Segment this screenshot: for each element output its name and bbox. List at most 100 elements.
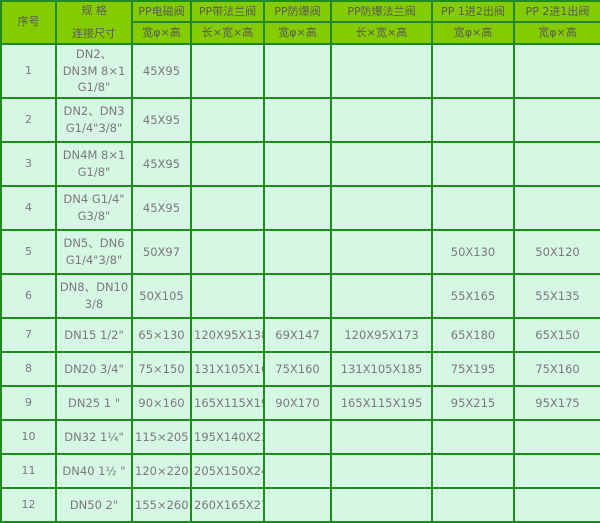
cell-in1out2: 55X165 bbox=[431, 272, 515, 319]
table-row: 7 DN15 1/2" 65×130 120X95X138 69X147 120X95X1… bbox=[0, 316, 600, 353]
cell-index: 6 bbox=[0, 272, 57, 319]
cell-in1out2 bbox=[431, 418, 515, 455]
cell-index: 12 bbox=[0, 486, 57, 523]
cell-in2out1: 75X160 bbox=[513, 350, 600, 387]
cell-spec: DN8、DN10 3/8 bbox=[55, 272, 133, 319]
header-group-solenoid: PP电磁阀 bbox=[131, 0, 192, 24]
cell-spec: DN4M 8×1 G1/8" bbox=[55, 140, 133, 187]
cell-in1out2: 75X195 bbox=[431, 350, 515, 387]
header-sub-in2out1: 宽φ×高 bbox=[513, 21, 600, 45]
cell-explosion-flange: 131X105X185 bbox=[330, 350, 433, 387]
cell-spec: DN2、DN3 G1/4"3/8" bbox=[55, 96, 133, 143]
cell-solenoid: 45X95 bbox=[131, 184, 192, 231]
cell-solenoid: 155×260 bbox=[131, 486, 192, 523]
cell-solenoid: 50X105 bbox=[131, 272, 192, 319]
cell-solenoid: 50X97 bbox=[131, 228, 192, 275]
cell-explosion bbox=[263, 418, 332, 455]
table-row: 6 DN8、DN10 3/8 50X105 55X165 55X135 bbox=[0, 272, 600, 319]
cell-in2out1 bbox=[513, 418, 600, 455]
header-group-in1out2: PP 1进2出阀 bbox=[431, 0, 515, 24]
header-sub-explosion-flange: 长×宽×高 bbox=[330, 21, 433, 45]
cell-flange bbox=[190, 184, 265, 231]
header-sub-flange: 长×宽×高 bbox=[190, 21, 265, 45]
cell-flange: 195X140X230 bbox=[190, 418, 265, 455]
cell-index: 8 bbox=[0, 350, 57, 387]
cell-index: 4 bbox=[0, 184, 57, 231]
cell-spec: DN20 3/4" bbox=[55, 350, 133, 387]
cell-explosion-flange bbox=[330, 228, 433, 275]
cell-explosion bbox=[263, 96, 332, 143]
cell-index: 1 bbox=[0, 42, 57, 99]
cell-in2out1 bbox=[513, 486, 600, 523]
cell-in1out2 bbox=[431, 184, 515, 231]
cell-explosion-flange bbox=[330, 272, 433, 319]
cell-solenoid: 75×150 bbox=[131, 350, 192, 387]
cell-explosion bbox=[263, 228, 332, 275]
cell-explosion bbox=[263, 42, 332, 99]
cell-explosion: 69X147 bbox=[263, 316, 332, 353]
cell-in2out1 bbox=[513, 140, 600, 187]
cell-explosion bbox=[263, 272, 332, 319]
header-sub-solenoid: 宽φ×高 bbox=[131, 21, 192, 45]
table-header: 序号 规 格 连接尺寸 PP电磁阀 PP带法兰阀 PP防爆阀 PP防爆法兰阀 P… bbox=[0, 0, 600, 45]
cell-index: 3 bbox=[0, 140, 57, 187]
cell-explosion-flange bbox=[330, 140, 433, 187]
cell-spec: DN4 G1/4" G3/8" bbox=[55, 184, 133, 231]
cell-in2out1: 65X150 bbox=[513, 316, 600, 353]
header-row-sub: 宽φ×高 长×宽×高 宽φ×高 长×宽×高 宽φ×高 宽φ×高 bbox=[1, 21, 600, 45]
cell-solenoid: 120×220 bbox=[131, 452, 192, 489]
cell-flange bbox=[190, 272, 265, 319]
header-col-index-label: 序号 bbox=[17, 15, 40, 29]
cell-solenoid: 45X95 bbox=[131, 96, 192, 143]
cell-flange: 260X165X275 bbox=[190, 486, 265, 523]
cell-index: 11 bbox=[0, 452, 57, 489]
cell-in2out1 bbox=[513, 96, 600, 143]
cell-explosion-flange bbox=[330, 452, 433, 489]
table-row: 4 DN4 G1/4" G3/8" 45X95 bbox=[0, 184, 600, 231]
header-col-spec-line1: 规 格 bbox=[81, 4, 107, 17]
cell-explosion-flange bbox=[330, 96, 433, 143]
table-row: 5 DN5、DN6 G1/4"3/8" 50X97 50X130 50X120 bbox=[0, 228, 600, 275]
cell-in2out1: 95X175 bbox=[513, 384, 600, 421]
cell-in1out2 bbox=[431, 452, 515, 489]
cell-solenoid: 90×160 bbox=[131, 384, 192, 421]
header-row-primary: 序号 规 格 连接尺寸 PP电磁阀 PP带法兰阀 PP防爆阀 PP防爆法兰阀 P… bbox=[0, 0, 600, 45]
cell-spec: DN25 1 " bbox=[55, 384, 133, 421]
cell-in1out2 bbox=[431, 486, 515, 523]
cell-spec: DN32 1¼" bbox=[55, 418, 133, 455]
cell-flange: 120X95X138 bbox=[190, 316, 265, 353]
header-col-index: 序号 bbox=[0, 0, 57, 45]
cell-index: 2 bbox=[0, 96, 57, 143]
cell-flange: 131X105X165 bbox=[190, 350, 265, 387]
cell-flange bbox=[190, 96, 265, 143]
table-row: 3 DN4M 8×1 G1/8" 45X95 bbox=[0, 140, 600, 187]
header-group-explosion: PP防爆阀 bbox=[263, 0, 332, 24]
header-group-flange: PP带法兰阀 bbox=[190, 0, 265, 24]
cell-spec: DN5、DN6 G1/4"3/8" bbox=[55, 228, 133, 275]
cell-explosion bbox=[263, 486, 332, 523]
cell-explosion-flange: 120X95X173 bbox=[330, 316, 433, 353]
cell-explosion-flange bbox=[330, 184, 433, 231]
header-group-in2out1: PP 2进1出阀 bbox=[513, 0, 600, 24]
cell-in1out2: 95X215 bbox=[431, 384, 515, 421]
cell-explosion-flange bbox=[330, 418, 433, 455]
cell-explosion bbox=[263, 184, 332, 231]
cell-flange: 205X150X245 bbox=[190, 452, 265, 489]
cell-in2out1 bbox=[513, 184, 600, 231]
cell-explosion bbox=[263, 452, 332, 489]
cell-index: 5 bbox=[0, 228, 57, 275]
cell-in2out1 bbox=[513, 42, 600, 99]
cell-explosion-flange: 165X115X195 bbox=[330, 384, 433, 421]
cell-flange bbox=[190, 42, 265, 99]
cell-flange: 165X115X195 bbox=[190, 384, 265, 421]
header-sub-in1out2: 宽φ×高 bbox=[431, 21, 515, 45]
cell-in2out1: 55X135 bbox=[513, 272, 600, 319]
cell-spec: DN40 1½ " bbox=[55, 452, 133, 489]
cell-explosion: 75X160 bbox=[263, 350, 332, 387]
cell-in1out2 bbox=[431, 96, 515, 143]
